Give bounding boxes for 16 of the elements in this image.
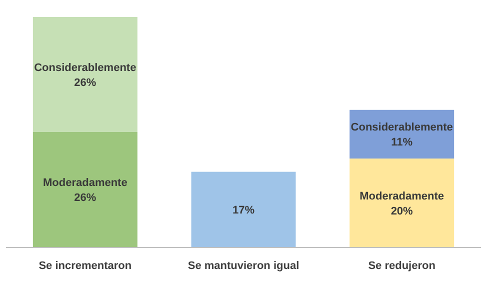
bar: [191, 172, 296, 247]
text: Moderadamente: [360, 190, 444, 202]
series-label: Moderadamente: [42, 177, 128, 189]
data-label: 11%: [391, 136, 413, 149]
data-label: 26%: [74, 77, 96, 89]
x-tick-label: Se incrementaron: [38, 260, 132, 272]
x-tick-label: Se redujeron: [368, 260, 436, 272]
data-label: 17%: [232, 204, 255, 216]
text: Considerablemente: [350, 122, 453, 134]
bar: [32, 17, 138, 132]
data-label: 26%: [74, 192, 96, 204]
data-label: 20%: [390, 205, 414, 218]
series-label: Considerablemente: [34, 62, 136, 74]
bar: [32, 132, 138, 247]
x-tick-label: Se mantuvieron igual: [188, 260, 300, 272]
bar: [350, 158, 454, 247]
